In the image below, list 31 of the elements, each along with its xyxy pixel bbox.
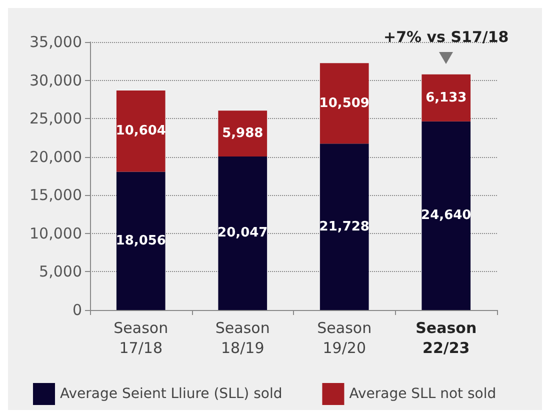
bar	[116, 90, 166, 172]
y-tick-label: 30,000	[30, 71, 82, 90]
bar	[116, 172, 166, 310]
x-tick-label: Season 18/19	[215, 319, 270, 357]
data-label: 10,509	[319, 96, 370, 111]
legend-label: Average SLL not sold	[349, 386, 496, 402]
data-label: 20,047	[218, 226, 268, 241]
x-tick-label: Season 22/23	[416, 319, 477, 357]
y-tick-label: 5,000	[39, 262, 82, 281]
bar	[218, 110, 268, 156]
y-tick-label: 20,000	[30, 148, 82, 166]
bar	[320, 63, 369, 144]
bar	[422, 121, 471, 310]
data-label: 24,640	[421, 208, 472, 224]
bar	[422, 74, 471, 122]
y-tick-label: 0	[72, 301, 82, 319]
y-tick-label: 10,000	[30, 224, 82, 242]
data-label: 18,056	[116, 233, 166, 248]
data-label: 10,604	[116, 124, 166, 139]
x-tick-label: Season 17/18	[114, 319, 168, 357]
bar	[218, 156, 268, 310]
y-tick-label: 25,000	[30, 110, 82, 128]
data-label: 21,728	[319, 219, 370, 234]
y-tick-label: 15,000	[30, 186, 82, 204]
legend-label: Average Seient Lliure (SLL) sold	[60, 386, 282, 402]
y-tick-label: 35,000	[30, 33, 82, 51]
annotation: +7% vs S17/18	[382, 28, 510, 46]
data-label: 5,988	[222, 126, 264, 142]
data-label: 6,133	[426, 90, 467, 106]
bar	[320, 144, 369, 310]
x-tick-label: Season 19/20	[317, 319, 372, 357]
